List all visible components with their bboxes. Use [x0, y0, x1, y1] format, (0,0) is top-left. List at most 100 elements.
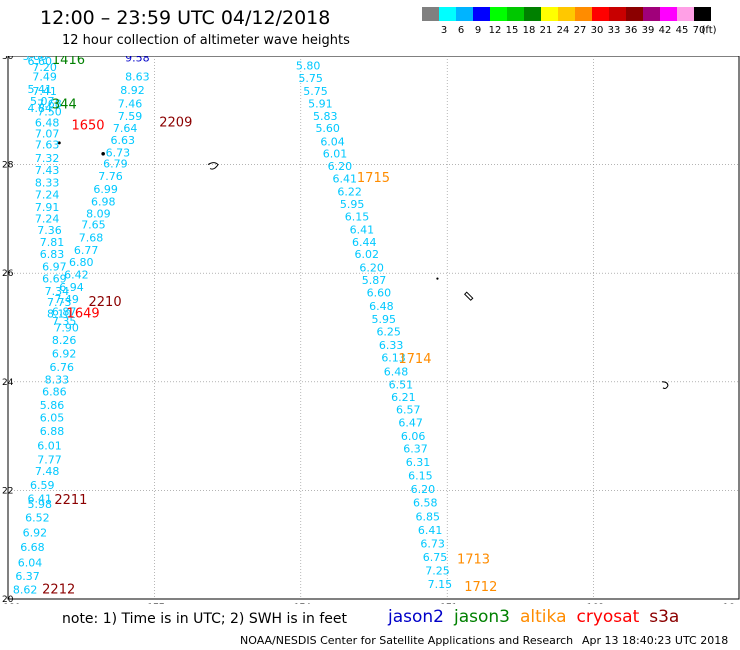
swh-value: 6.04 — [320, 136, 345, 149]
swh-value: 6.63 — [110, 134, 135, 147]
swh-value: 6.47 — [398, 416, 423, 429]
scale-unit: (ft) — [701, 25, 717, 36]
swh-value: 7.25 — [425, 565, 450, 578]
footer-credit: NOAA/NESDIS Center for Satellite Applica… — [240, 634, 574, 647]
scale-label: 30 — [590, 25, 604, 36]
scale-label: 39 — [641, 25, 655, 36]
swh-value: 7.73 — [47, 296, 72, 309]
swh-value: 8.63 — [125, 70, 149, 83]
swh-value: 7.81 — [40, 236, 65, 249]
legend-item-s3a: s3a — [649, 607, 680, 627]
scale-swatch — [490, 7, 507, 21]
pass-time-label: 2211 — [54, 493, 87, 508]
scale-swatch — [592, 7, 609, 21]
swh-value: 6.59 — [30, 479, 55, 492]
swh-value: 6.01 — [323, 148, 348, 161]
swh-value: 5.75 — [298, 72, 323, 85]
swh-value: 6.06 — [401, 430, 426, 443]
wave-height-map: 302826242220-180-177-174-171-168-165.806… — [0, 56, 740, 604]
scale-swatch — [456, 7, 473, 21]
swh-value: 7.68 — [37, 98, 62, 111]
swh-value: 6.52 — [25, 511, 50, 524]
map-title: 12:00 – 23:59 UTC 04/12/2018 — [40, 7, 331, 29]
pass-time-label: 2212 — [42, 583, 75, 598]
swh-value: 5.41 — [28, 83, 53, 96]
lat-tick-label: 24 — [2, 378, 14, 388]
pass-time-label: 344 — [52, 98, 77, 113]
swh-value: 6.15 — [345, 211, 370, 224]
pass-time-label: 1416 — [52, 56, 85, 68]
swh-value: 7.65 — [81, 219, 106, 232]
swh-value: 6.13 — [381, 352, 406, 365]
units-note: note: 1) Time is in UTC; 2) SWH is in fe… — [62, 611, 348, 627]
pass-time-label: 1712 — [464, 580, 497, 595]
swh-value: 6.68 — [20, 541, 45, 554]
swh-value: 7.48 — [35, 465, 60, 478]
scale-swatch — [439, 7, 456, 21]
swh-value: 6.20 — [411, 483, 436, 496]
scale-label: 24 — [556, 25, 570, 36]
island-dot — [436, 277, 439, 280]
swh-value: 7.43 — [35, 164, 60, 177]
swh-value: 7.63 — [35, 138, 60, 151]
swh-value: 8.33 — [35, 176, 60, 189]
swh-value: 6.92 — [23, 527, 48, 540]
scale-swatch — [473, 7, 490, 21]
swh-value: 7.32 — [35, 152, 60, 165]
swh-value: 6.41 — [350, 224, 375, 237]
lon-tick-label: -177 — [144, 603, 164, 604]
map-subtitle: 12 hour collection of altimeter wave hei… — [62, 33, 350, 48]
swh-value: 7.15 — [428, 578, 453, 591]
scale-swatch — [558, 7, 575, 21]
swh-value: 7.68 — [79, 232, 104, 245]
pass-time-label: 1714 — [398, 352, 431, 367]
swh-value: 7.35 — [52, 315, 77, 328]
pass-time-label: 1715 — [357, 171, 390, 186]
swh-value: 7.76 — [98, 170, 123, 183]
island-dot — [57, 141, 61, 145]
swh-value: 5.83 — [313, 110, 338, 123]
swh-value: 6.20 — [359, 262, 384, 275]
pass-time-label: 1650 — [71, 118, 104, 133]
scale-swatch — [626, 7, 643, 21]
swh-value: 6.97 — [42, 260, 67, 273]
footer-date: Apr 13 18:40:23 UTC 2018 — [582, 634, 729, 647]
swh-value: 5.86 — [40, 399, 65, 412]
swh-value: 7.50 — [37, 106, 62, 119]
swh-value: 6.44 — [352, 236, 377, 249]
scale-label: 9 — [474, 25, 482, 36]
swh-value: 7.41 — [32, 85, 57, 98]
lon-tick-label: -16 — [720, 603, 735, 604]
scale-swatch — [422, 7, 439, 21]
scale-label: 33 — [607, 25, 621, 36]
scale-label: 42 — [658, 25, 672, 36]
swh-value: 7.24 — [35, 213, 60, 226]
scale-label: 36 — [624, 25, 638, 36]
lat-tick-label: 20 — [2, 595, 14, 604]
swh-value: 6.51 — [389, 378, 414, 391]
scale-swatch — [507, 7, 524, 21]
swh-value: 6.48 — [369, 300, 394, 313]
swh-value: 7.49 — [32, 70, 57, 83]
legend-item-cryosat: cryosat — [576, 607, 640, 627]
swh-value: 6.42 — [64, 269, 89, 282]
island-outline — [207, 162, 219, 170]
lat-tick-label: 22 — [2, 486, 13, 496]
swh-value: 7.24 — [35, 188, 60, 201]
lon-tick-label: -171 — [437, 603, 457, 604]
swh-value: 6.48 — [384, 365, 409, 378]
swh-value: 6.01 — [37, 440, 62, 453]
swh-value: 6.37 — [15, 570, 40, 583]
scale-swatch — [524, 7, 541, 21]
island-outline — [661, 381, 669, 389]
island-dot — [101, 151, 105, 156]
swh-value: 6.21 — [391, 391, 416, 404]
swh-value: 6.92 — [52, 347, 77, 360]
swh-value: 6.15 — [408, 470, 433, 483]
legend-item-altika: altika — [520, 607, 567, 627]
swh-value: 6.73 — [420, 537, 445, 550]
swh-value: 6.20 — [328, 160, 353, 173]
scale-label: 6 — [457, 25, 465, 36]
swh-value: 6.98 — [91, 195, 116, 208]
swh-value: 6.58 — [413, 497, 438, 510]
